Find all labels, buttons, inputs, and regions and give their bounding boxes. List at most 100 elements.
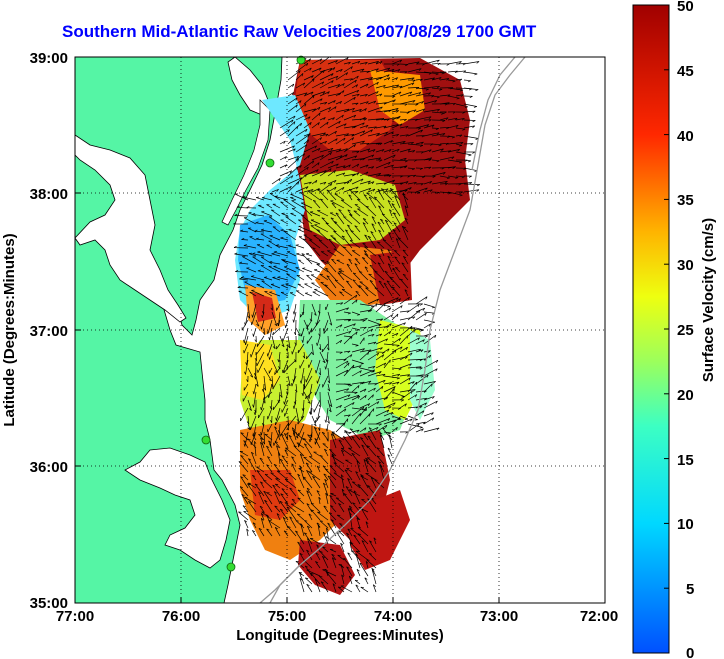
- velocity-vector-head: [398, 418, 402, 420]
- velocity-vector: [375, 149, 385, 153]
- velocity-vector: [305, 367, 313, 383]
- velocity-vector-head: [357, 484, 361, 486]
- velocity-vector-head: [246, 205, 250, 209]
- velocity-vector-head: [365, 125, 369, 128]
- velocity-vector-head: [378, 323, 382, 327]
- velocity-vector-head: [260, 432, 262, 436]
- velocity-vector-head: [363, 250, 367, 253]
- velocity-vector-head: [274, 491, 278, 494]
- velocity-vector: [343, 354, 353, 361]
- velocity-vector: [407, 423, 423, 428]
- velocity-vector: [321, 343, 329, 353]
- velocity-vector: [404, 289, 409, 297]
- velocity-vector-head: [254, 229, 258, 232]
- velocity-vector-head: [362, 130, 366, 134]
- velocity-vector-head: [338, 439, 342, 442]
- velocity-vector-head: [376, 91, 379, 95]
- velocity-vector: [303, 122, 312, 129]
- velocity-vector: [242, 196, 257, 201]
- velocity-vector: [366, 457, 377, 465]
- velocity-vector: [253, 423, 257, 436]
- velocity-vector-head: [299, 100, 302, 104]
- velocity-vector-head: [452, 111, 456, 114]
- velocity-vector: [431, 111, 445, 114]
- velocity-vector-head: [315, 180, 318, 184]
- velocity-vector-head: [389, 323, 392, 327]
- velocity-vector: [391, 133, 399, 137]
- velocity-vector-head: [261, 196, 265, 199]
- velocity-vector: [399, 389, 416, 393]
- velocity-vector-head: [396, 381, 400, 385]
- velocity-vector-head: [356, 90, 360, 93]
- velocity-vector-head: [363, 326, 367, 330]
- velocity-vector-head: [372, 394, 374, 398]
- velocity-vector: [317, 524, 321, 537]
- velocity-vector: [326, 261, 337, 273]
- velocity-vector-head: [405, 134, 409, 137]
- velocity-vector: [315, 552, 321, 561]
- velocity-vector: [359, 77, 373, 81]
- velocity-vector: [327, 250, 337, 257]
- velocity-vector: [391, 85, 403, 89]
- velocity-vector-head: [359, 271, 363, 273]
- velocity-vector: [359, 108, 367, 113]
- velocity-vector-head: [319, 58, 323, 62]
- velocity-vector: [447, 159, 462, 163]
- velocity-vector: [249, 236, 257, 241]
- velocity-vector-head: [336, 163, 339, 167]
- velocity-vector: [308, 359, 313, 368]
- velocity-vector: [391, 346, 403, 353]
- velocity-vector-head: [377, 221, 381, 224]
- velocity-vector: [357, 208, 369, 217]
- velocity-vector: [303, 116, 311, 121]
- velocity-vector-head: [368, 380, 372, 384]
- velocity-vector: [383, 124, 399, 129]
- velocity-vector-head: [289, 186, 292, 189]
- velocity-vector-head: [379, 159, 383, 162]
- velocity-vector-head: [446, 78, 450, 81]
- velocity-vector-head: [396, 345, 400, 347]
- velocity-vector: [247, 483, 257, 497]
- velocity-vector: [335, 57, 349, 65]
- velocity-vector: [431, 180, 448, 185]
- velocity-vector: [353, 210, 361, 217]
- velocity-vector-head: [256, 196, 260, 198]
- velocity-vector: [335, 408, 347, 417]
- velocity-vector: [463, 119, 476, 121]
- velocity-vector: [439, 175, 450, 179]
- velocity-vector: [290, 213, 297, 217]
- velocity-vector-head: [287, 383, 291, 387]
- velocity-vector: [407, 329, 415, 337]
- velocity-vector-head: [346, 360, 349, 364]
- velocity-vector: [281, 284, 289, 289]
- velocity-vector-head: [425, 187, 428, 191]
- velocity-vector: [431, 95, 440, 98]
- velocity-vector-head: [387, 305, 391, 308]
- velocity-vector: [389, 276, 401, 289]
- velocity-vector-head: [319, 550, 323, 553]
- velocity-vector-head: [308, 438, 311, 443]
- velocity-vector: [279, 508, 289, 521]
- velocity-vector: [307, 538, 313, 553]
- velocity-vector: [314, 415, 321, 424]
- velocity-vector-head: [377, 241, 381, 244]
- velocity-vector: [374, 287, 385, 297]
- velocity-vector-head: [260, 407, 262, 411]
- velocity-vector: [367, 303, 378, 313]
- velocity-vector-head: [356, 172, 360, 176]
- velocity-vector-head: [251, 314, 253, 318]
- velocity-vector: [348, 194, 353, 201]
- velocity-vector: [319, 147, 334, 153]
- velocity-vector: [321, 260, 329, 265]
- velocity-vector-head: [297, 489, 301, 492]
- velocity-vector: [321, 431, 329, 441]
- velocity-vector: [258, 407, 265, 419]
- velocity-vector-head: [270, 472, 274, 474]
- velocity-vector: [415, 159, 432, 161]
- velocity-vector: [287, 303, 290, 312]
- velocity-vector-head: [419, 427, 423, 429]
- velocity-vector-head: [431, 383, 433, 387]
- velocity-vector-head: [462, 111, 466, 114]
- velocity-vector-head: [264, 276, 268, 278]
- velocity-vector-head: [378, 423, 382, 426]
